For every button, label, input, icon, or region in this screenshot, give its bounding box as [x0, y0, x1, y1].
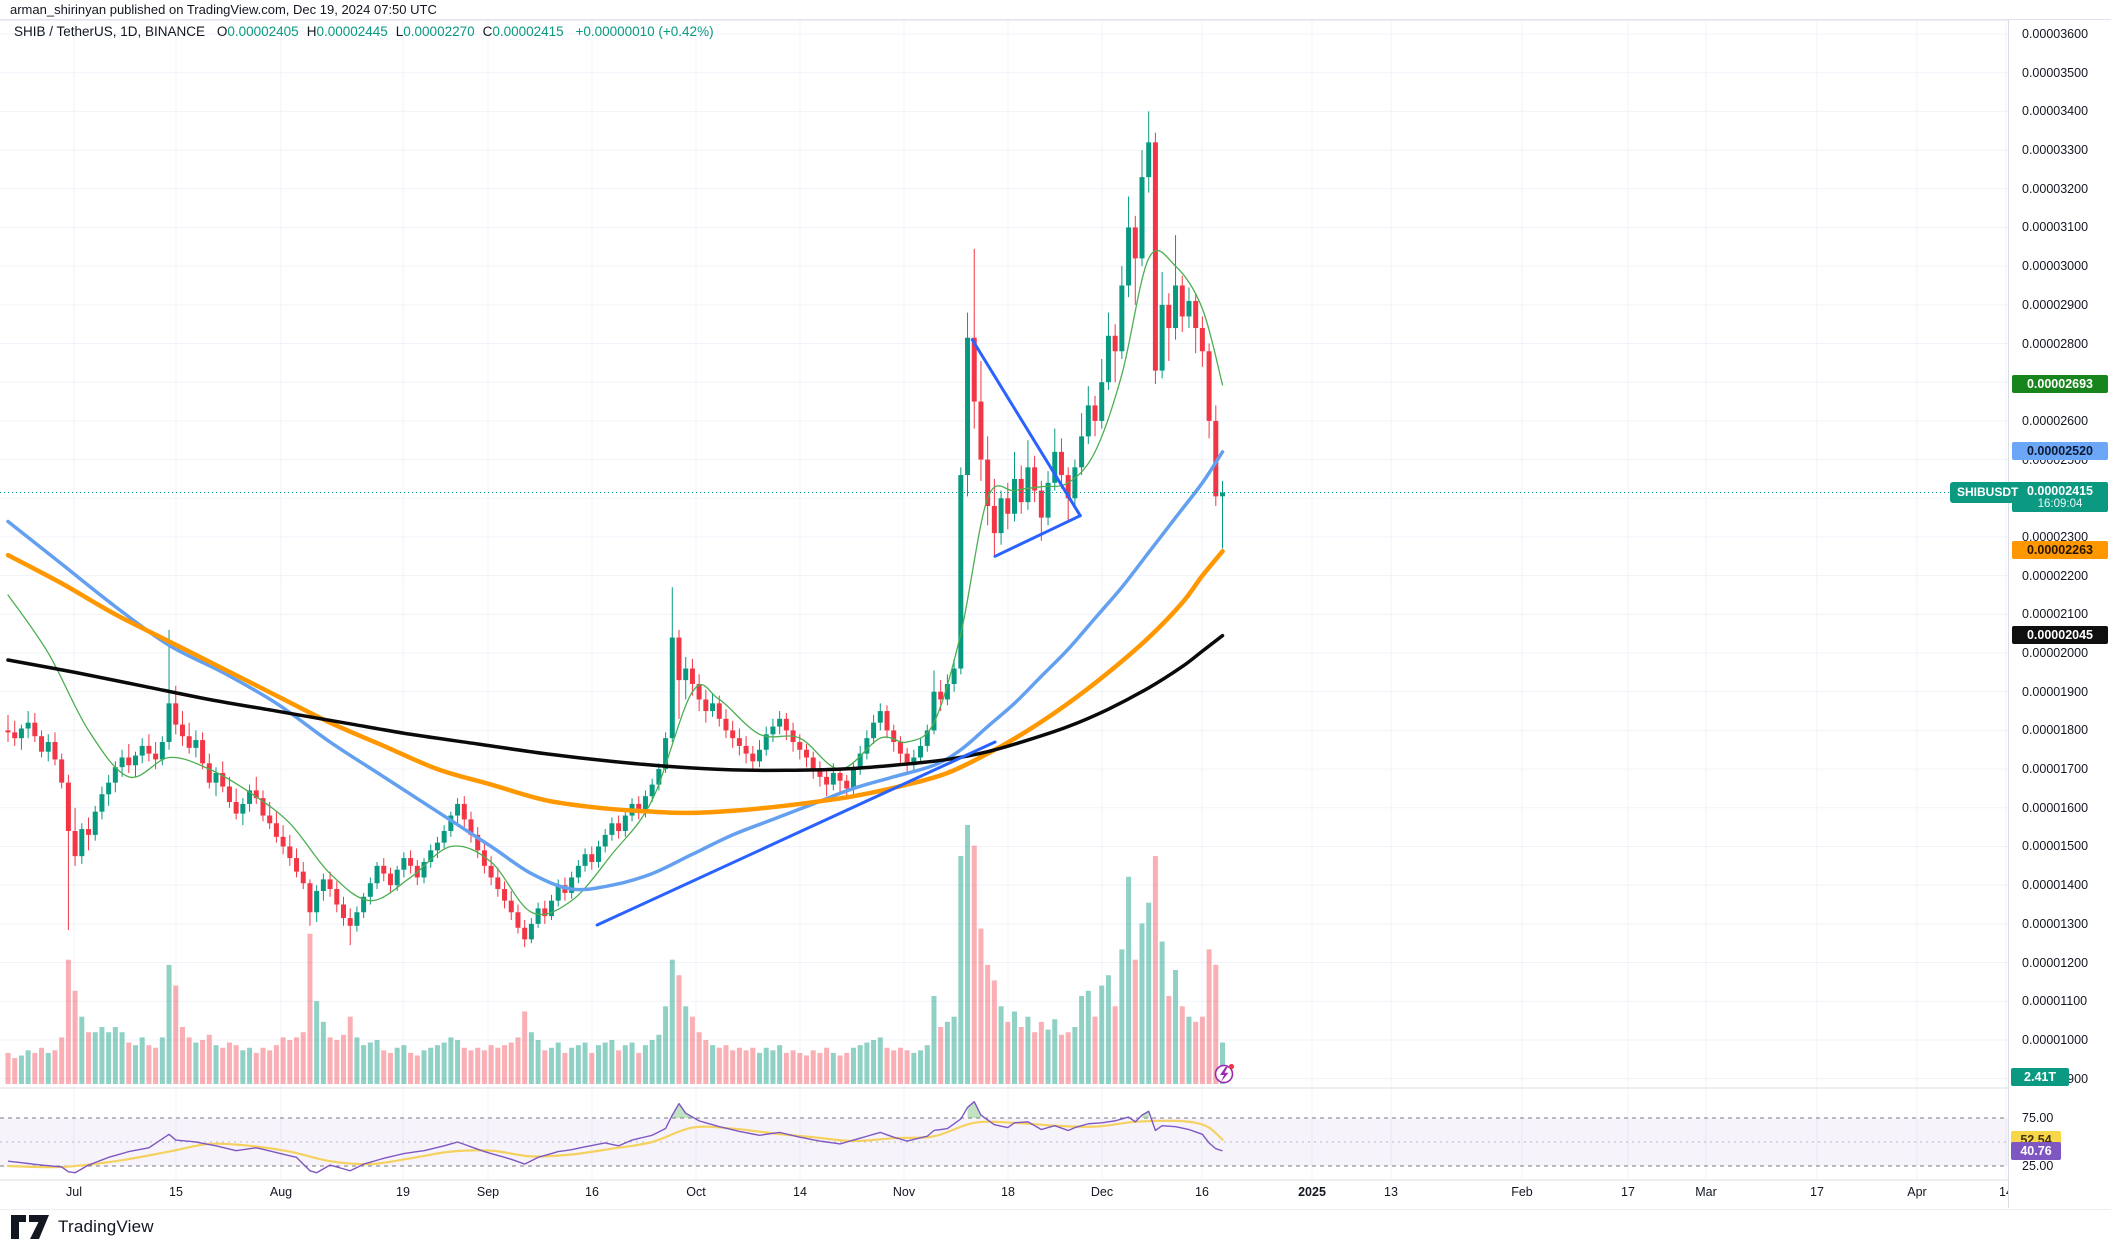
rsi-value-badge: 40.76 [2011, 1141, 2061, 1160]
time-tick-label: 16 [1195, 1185, 1209, 1199]
time-axis[interactable]: Jul 15 Aug 19 Sep 16 Oct 14 Nov 18 Dec 16 2025 13 Feb 1… [66, 1185, 2013, 1199]
price-change: +0.00000010 (+0.42%) [575, 24, 714, 39]
price-tick-label: 0.00002900 [2022, 297, 2089, 312]
time-tick-label: Oct [686, 1185, 706, 1199]
time-tick-label: 17 [1621, 1185, 1635, 1199]
price-tick-label: 0.00001100 [2022, 994, 2088, 1009]
time-tick-label: 13 [1384, 1185, 1398, 1199]
tradingview-logo-text: TradingView [58, 1217, 154, 1236]
tradingview-logo[interactable]: TradingView [10, 1214, 154, 1240]
grid-layer [0, 20, 2008, 1180]
price-tick-label: 0.00001500 [2022, 839, 2089, 854]
separators-layer [0, 19, 2111, 1181]
rsi-line [7, 1100, 1223, 1174]
trendline-wedge-upper [970, 338, 1082, 518]
time-tick-label: Feb [1511, 1185, 1533, 1199]
price-tick-label: 0.00003400 [2022, 104, 2089, 119]
price-tick-label: 0.00001400 [2022, 878, 2089, 893]
last-price-value: 0.00002415 [2026, 484, 2094, 499]
time-tick-label: 17 [1810, 1185, 1824, 1199]
symbol-info-bar[interactable]: SHIB / TetherUS, 1D, BINANCE O0.00002405… [14, 24, 714, 39]
footer-strip: TradingView [0, 1209, 2111, 1243]
price-axis[interactable]: 0.00003600 0.00003500 0.00003400 0.00003300… [2008, 20, 2111, 1208]
price-tick-label: 0.00002800 [2022, 336, 2089, 351]
price-tick-label: 0.00001300 [2022, 916, 2089, 931]
lightning-badge-icon[interactable] [1214, 1063, 1235, 1084]
ohlc-value: 0.00002445 [316, 24, 388, 39]
ma-price-badge: 0.00002520 [2012, 441, 2108, 460]
time-tick-label: Sep [477, 1185, 499, 1199]
ma-price-badge: 0.00002263 [2012, 541, 2108, 560]
time-tick-label: 16 [585, 1185, 599, 1199]
ma-price-badge: 0.00002045 [2012, 625, 2108, 644]
ma-line-fast_green [7, 250, 1224, 916]
price-tick-label: 0.00001600 [2022, 800, 2089, 815]
ohlc-label: H [306, 24, 317, 39]
ma-line-long_black [6, 633, 1225, 773]
price-tick-label: 0.00002100 [2022, 607, 2089, 622]
ma-price-badge: 0.00002693 [2012, 374, 2108, 393]
ohlc-value: 0.00002405 [227, 24, 299, 39]
ma-line-mid_blue [6, 450, 1225, 892]
bar-countdown: 16:09:04 [2037, 498, 2083, 511]
rsi-ma-line [6, 1119, 1224, 1169]
price-tick-label: 0.00003200 [2022, 181, 2089, 196]
symbol-price-tag: SHIBUSDT [1950, 482, 2026, 504]
tradingview-logo-icon [11, 1215, 49, 1239]
ohlc-label: L [395, 24, 404, 39]
trendline-wedge-lower [993, 514, 1082, 558]
price-tick-label: 0.00001200 [2022, 955, 2089, 970]
ohlc-values: O0.00002405 H0.00002445 L0.00002270 C0.0000… [209, 24, 564, 39]
trendlines-layer [595, 338, 1082, 927]
time-tick-label: Mar [1695, 1185, 1717, 1199]
moving-averages-layer [5, 250, 1225, 916]
time-tick-label: Jul [66, 1185, 82, 1199]
symbol-title[interactable]: SHIB / TetherUS, 1D, BINANCE [14, 24, 206, 39]
time-tick-label: 19 [396, 1185, 410, 1199]
price-tick-label: 0.00001700 [2022, 762, 2089, 777]
price-tick-label: 0.00001800 [2022, 723, 2089, 738]
time-tick-label: Nov [893, 1185, 916, 1199]
trendline-ascending-support [595, 740, 997, 927]
rsi-layer [0, 1100, 2008, 1174]
rsi-level-label: 75.00 [2022, 1111, 2054, 1125]
volume-value-badge: 2.41T [2011, 1068, 2069, 1086]
price-tick-label: 0.00001900 [2022, 684, 2089, 699]
ma-line-slow_orange [5, 549, 1225, 816]
price-tick-label: 0.00002300 [2022, 529, 2089, 544]
price-tick-label: 0.00001000 [2022, 1032, 2089, 1047]
ohlc-label: O [216, 24, 228, 39]
price-tick-label: 0.00003500 [2022, 65, 2089, 80]
price-tick-label: 0.00002000 [2022, 646, 2089, 661]
time-tick-label: 2025 [1298, 1185, 1326, 1199]
price-tick-label: 0.00002200 [2022, 568, 2089, 583]
time-tick-label: 15 [169, 1185, 183, 1199]
price-tick-label: 0.00003000 [2022, 259, 2089, 274]
rsi-level-label: 25.00 [2022, 1159, 2054, 1173]
price-tick-label: 0.00003600 [2022, 27, 2089, 41]
volume-layer [5, 825, 1226, 1084]
ohlc-label: C [482, 24, 493, 39]
time-tick-label: 14 [793, 1185, 807, 1199]
price-tick-label: 0.00002600 [2022, 413, 2089, 428]
time-tick-label: Aug [270, 1185, 292, 1199]
time-tick-label: Dec [1091, 1185, 1113, 1199]
price-tick-label: 0.00003100 [2022, 220, 2089, 235]
time-tick-label: Apr [1907, 1185, 1926, 1199]
time-tick-label: 18 [1001, 1185, 1015, 1199]
price-tick-label: 0.00003300 [2022, 143, 2089, 158]
ohlc-value: 0.00002270 [403, 24, 475, 39]
ohlc-value: 0.00002415 [492, 24, 564, 39]
candles-layer [5, 111, 1226, 948]
last-price-badge: 0.00002415 16:09:04 [2012, 482, 2108, 513]
